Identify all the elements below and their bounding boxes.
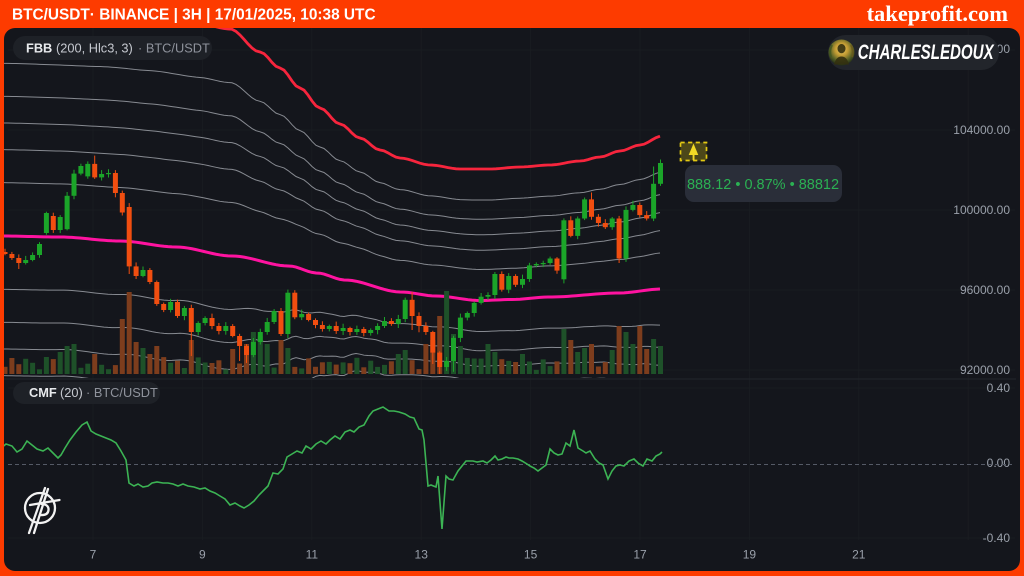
svg-text:· BTC/USDT: · BTC/USDT [86,385,158,400]
svg-text:888.12 • 0.87% • 88812: 888.12 • 0.87% • 88812 [687,177,839,193]
svg-text:-0.40: -0.40 [983,531,1011,545]
svg-text:15: 15 [524,548,538,562]
svg-text:11: 11 [306,548,319,562]
svg-text:BTC/USDT· BINANCE | 3H | 17/01: BTC/USDT· BINANCE | 3H | 17/01/2025, 10:… [12,7,376,24]
svg-text:21: 21 [852,548,866,562]
svg-text:FBB: FBB [26,41,52,56]
svg-text:0.00: 0.00 [987,456,1011,470]
svg-text:13: 13 [415,548,429,562]
svg-text:0.40: 0.40 [987,381,1011,395]
svg-text:7: 7 [90,548,97,562]
svg-text:· BTC/USDT: · BTC/USDT [138,41,210,56]
svg-text:CMF: CMF [29,385,57,400]
svg-text:96000.00: 96000.00 [960,283,1010,297]
svg-text:17: 17 [633,548,647,562]
svg-text:(200, Hlc3, 3): (200, Hlc3, 3) [56,41,133,56]
svg-text:92000.00: 92000.00 [960,363,1010,377]
svg-text:9: 9 [199,548,206,562]
svg-text:104000.00: 104000.00 [953,123,1010,137]
svg-text:takeprofit.com: takeprofit.com [867,1,1009,26]
svg-text:CHARLESLEDOUX: CHARLESLEDOUX [858,39,995,63]
svg-text:(20): (20) [60,385,83,400]
svg-text:100000.00: 100000.00 [953,203,1010,217]
svg-text:19: 19 [743,548,757,562]
